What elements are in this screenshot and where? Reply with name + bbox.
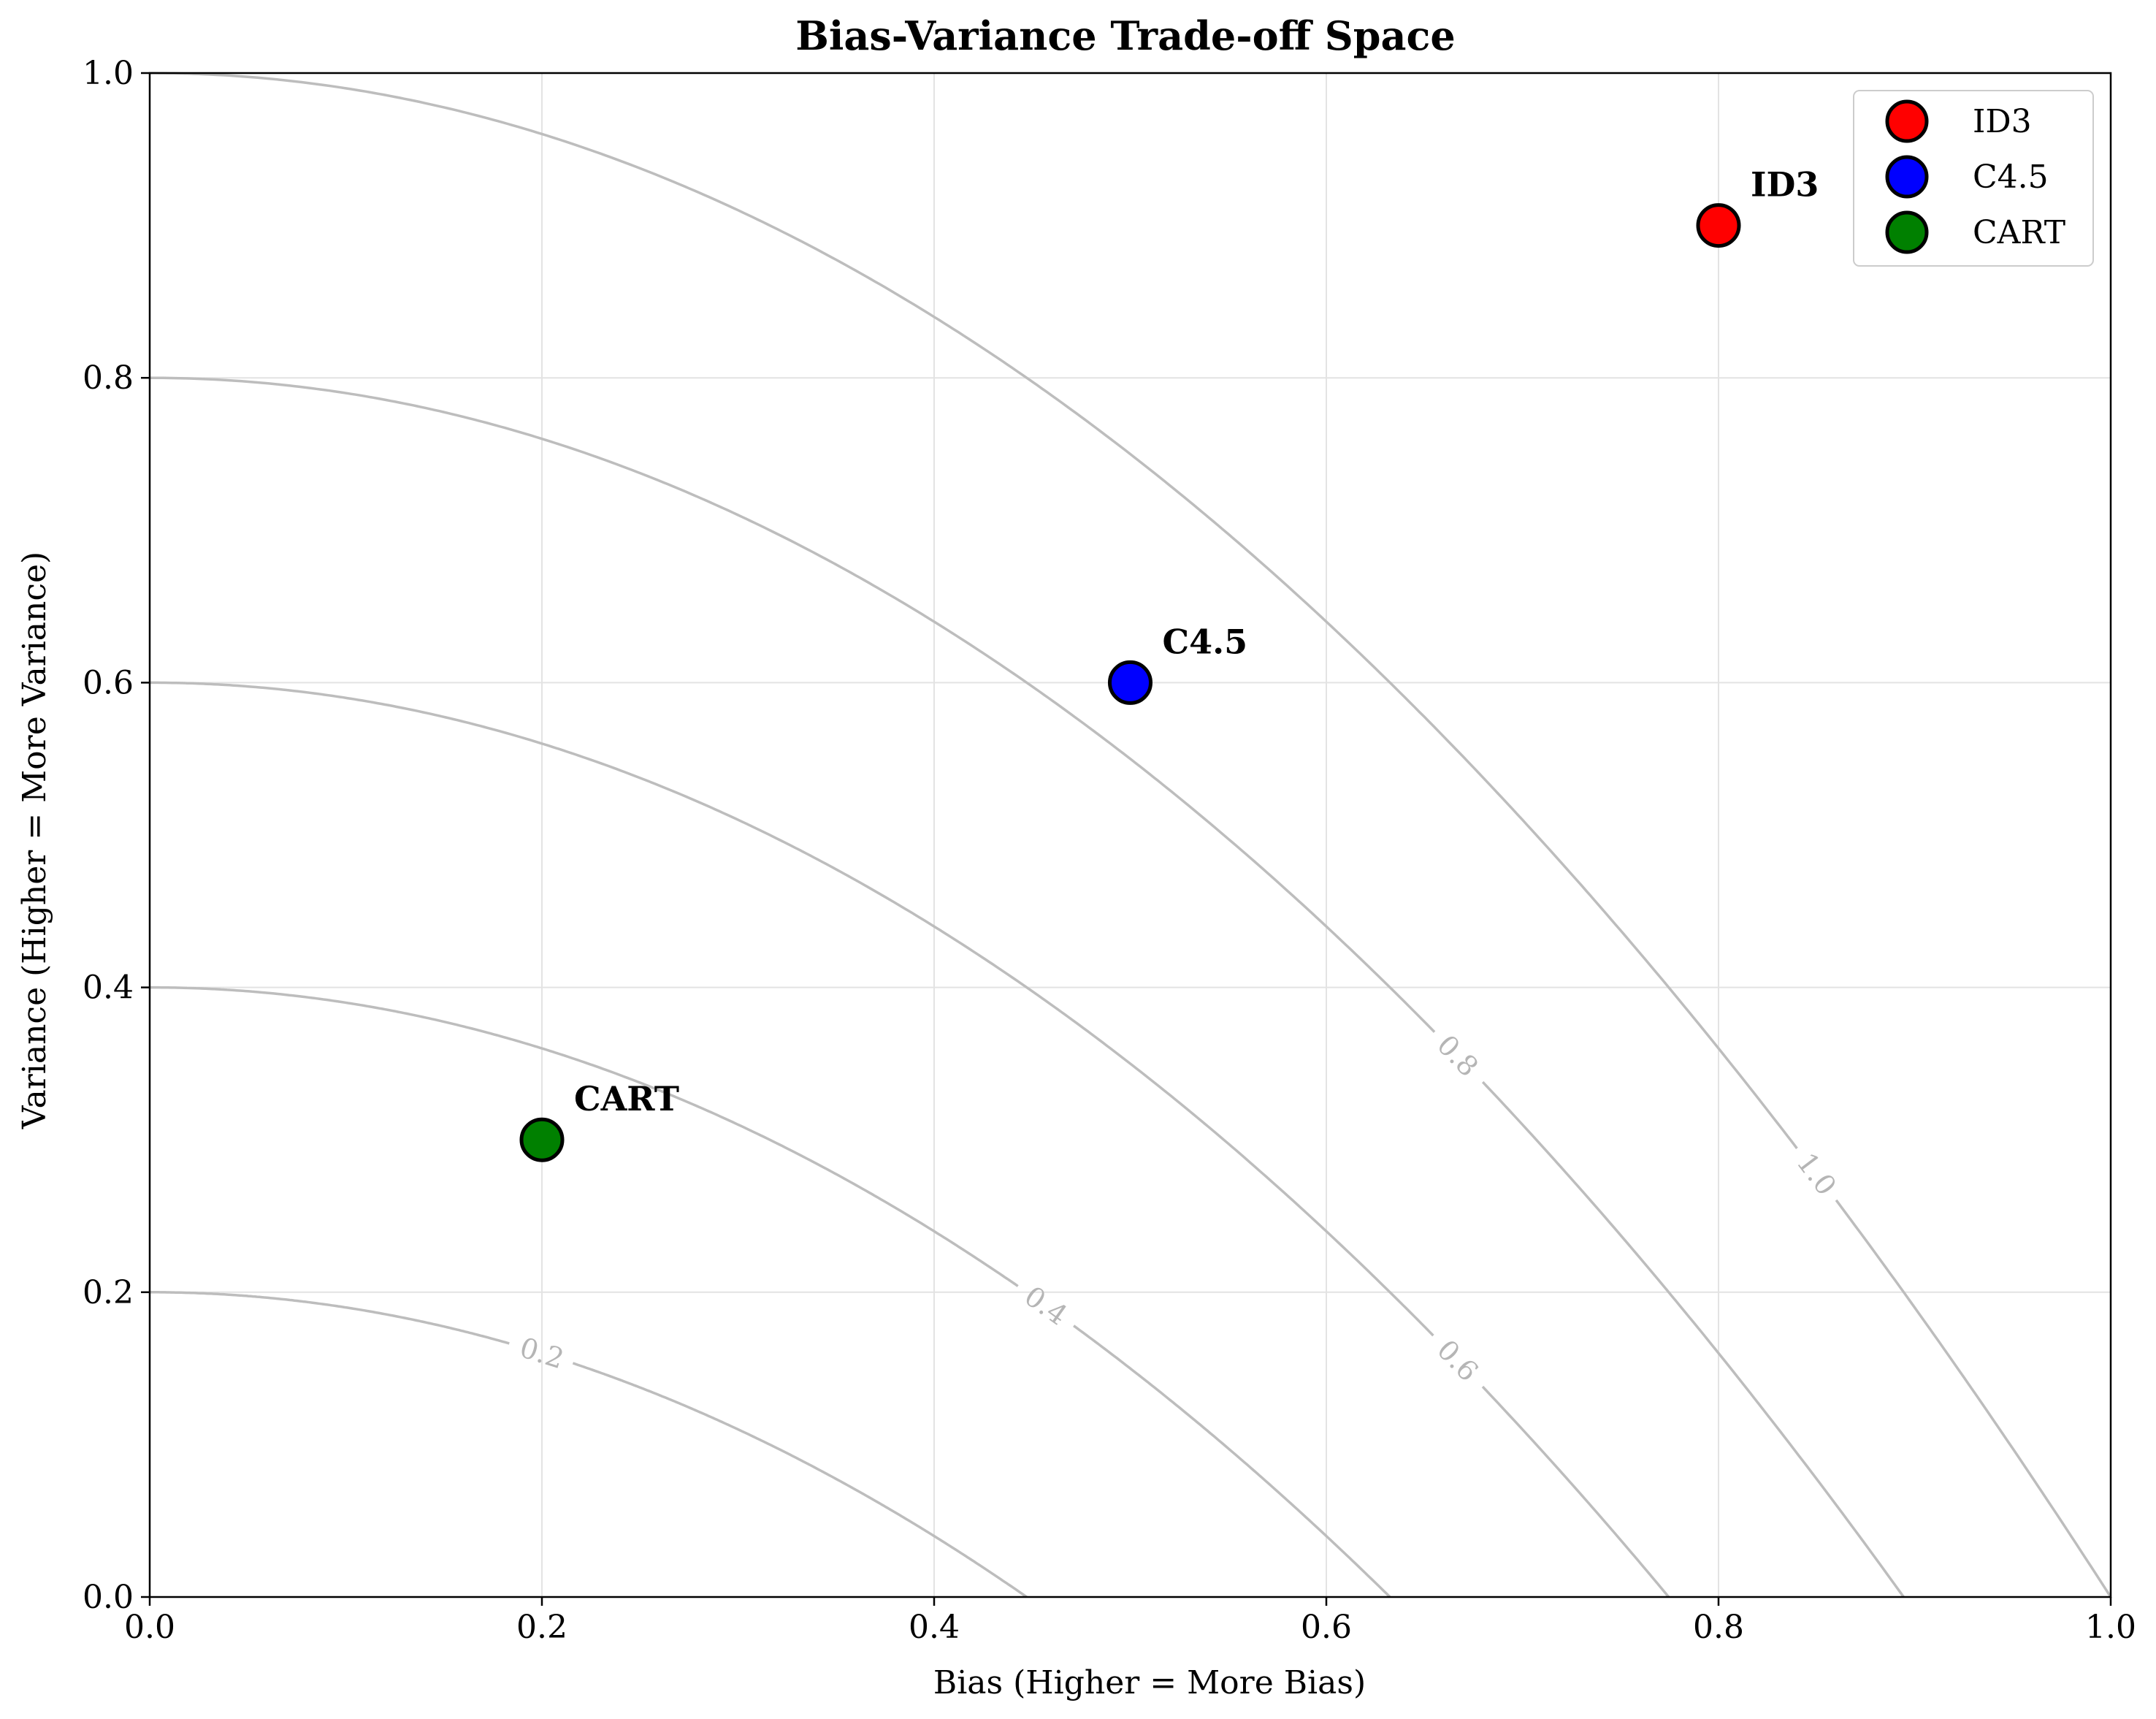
x-tick-label: 1.0 — [2085, 1609, 2136, 1646]
y-tick-label: 0.8 — [83, 359, 134, 397]
contour-line — [572, 1362, 1028, 1598]
y-tick-label: 1.0 — [83, 55, 134, 92]
legend-marker — [1885, 210, 1929, 254]
y-tick-label: 0.4 — [83, 969, 134, 1007]
point-layer: ID3 C4.5 CART — [519, 165, 1819, 1162]
point-id3 — [1696, 203, 1741, 248]
point-annotation: ID3 — [1751, 165, 1819, 205]
contour-line — [150, 986, 1019, 1287]
legend-label: CART — [1973, 214, 2065, 251]
x-tick-label: 0.6 — [1301, 1609, 1352, 1646]
point-c45 — [1108, 660, 1152, 705]
x-tick-label: 0.0 — [124, 1609, 175, 1646]
contour-line — [150, 1291, 510, 1345]
tick-layer: 0.0 0.2 0.4 0.6 0.8 1.00.00.20.40.60.81.0 — [83, 55, 2136, 1646]
contour-line — [1481, 1080, 1905, 1598]
point-annotation: C4.5 — [1163, 622, 1248, 661]
legend-items: ID3 C4.5 CART — [1885, 99, 2065, 254]
contour-line — [1073, 1324, 1391, 1598]
x-tick-label: 0.8 — [1693, 1609, 1744, 1646]
contour-line — [150, 72, 1798, 1149]
contour-line — [1835, 1199, 2112, 1598]
point-cart — [519, 1117, 565, 1162]
y-tick-label: 0.0 — [83, 1579, 134, 1616]
legend-marker — [1885, 99, 1929, 143]
x-tick-label: 0.4 — [909, 1609, 960, 1646]
y-tick-label: 0.2 — [83, 1274, 134, 1311]
chart-title: Bias-Variance Trade-off Space — [795, 12, 1456, 59]
legend: ID3 C4.5 CART — [1853, 90, 2094, 267]
contour-layer: 0.20.40.60.81.0 — [150, 72, 2112, 1598]
contour-line — [150, 376, 1436, 1033]
legend-label: C4.5 — [1973, 159, 2049, 196]
x-axis-label: Bias (Higher = More Bias) — [933, 1664, 1366, 1701]
y-axis-label: Variance (Higher = More Variance) — [16, 552, 53, 1129]
y-tick-label: 0.6 — [83, 664, 134, 701]
point-annotation: CART — [574, 1079, 679, 1118]
contour-line — [150, 681, 1434, 1337]
legend-marker — [1885, 155, 1929, 199]
legend-label: ID3 — [1973, 103, 2032, 140]
contour-line — [1481, 1385, 1670, 1598]
x-tick-label: 0.2 — [516, 1609, 567, 1646]
plot-frame — [148, 72, 2112, 1598]
